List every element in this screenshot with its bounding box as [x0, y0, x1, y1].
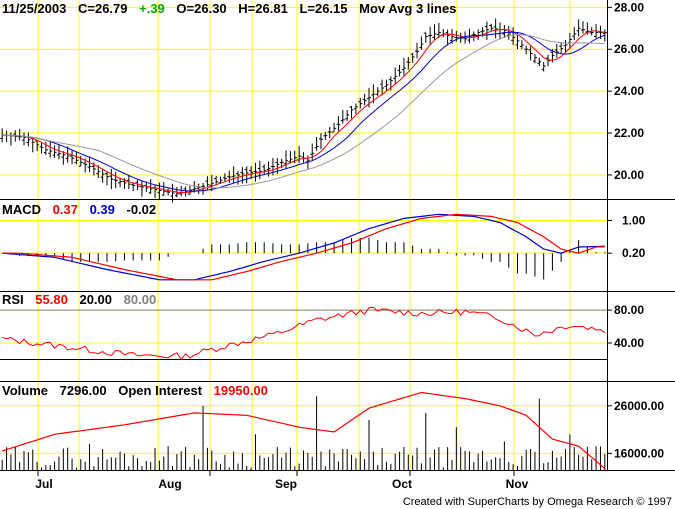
macd-value-1: 0.37 — [53, 202, 78, 217]
rsi-tick-label: 40.00 — [614, 336, 644, 350]
month-label: Oct — [392, 477, 412, 491]
header-legend: 11/25/2003 C=26.79 +.39 O=26.30 H=26.81 … — [2, 1, 456, 16]
moving-average-line — [2, 34, 605, 189]
header-change: +.39 — [139, 1, 165, 16]
rsi-label: RSI — [2, 292, 24, 307]
rsi-value-1: 55.80 — [35, 292, 68, 307]
price-tick-label: 22.00 — [614, 126, 644, 140]
rsi-value-3: 80.00 — [124, 292, 157, 307]
macd-line — [2, 213, 605, 281]
header-open: O=26.30 — [176, 1, 226, 16]
price-tick-label: 20.00 — [614, 168, 644, 182]
volume-tick-label: 26000.00 — [614, 399, 664, 413]
month-label: Aug — [158, 477, 181, 491]
price-tick-label: 24.00 — [614, 84, 644, 98]
volume-legend: Volume 7296.00 Open Interest 19950.00 — [2, 383, 268, 398]
header-high: H=26.81 — [238, 1, 288, 16]
month-label: Jul — [35, 477, 52, 491]
credit-text: Created with SuperCharts by Omega Resear… — [403, 496, 672, 508]
price-bars — [0, 18, 607, 203]
header-date: 11/25/2003 — [2, 1, 66, 16]
open-interest-line — [2, 391, 606, 470]
price-tick-label: 28.00 — [614, 0, 644, 14]
macd-tick-label: 0.20 — [622, 246, 646, 260]
macd-label: MACD — [2, 202, 41, 217]
macd-value-3: -0.02 — [127, 202, 157, 217]
volume-tick-label: 16000.00 — [614, 446, 664, 460]
month-label: Nov — [506, 477, 529, 491]
macd-tick-label: 1.00 — [622, 213, 646, 227]
macd-legend: MACD 0.37 0.39 -0.02 — [2, 202, 156, 217]
moving-average-line — [2, 28, 605, 194]
volume-bars — [1, 396, 606, 470]
open-interest-value: 19950.00 — [214, 383, 268, 398]
volume-label: Volume — [2, 383, 48, 398]
rsi-legend: RSI 55.80 20.00 80.00 — [2, 292, 156, 307]
volume-value: 7296.00 — [60, 383, 107, 398]
rsi-value-2: 20.00 — [79, 292, 112, 307]
plot-content: 28.00 26.00 24.00 22.00 20.00 Jul Aug Sep Oct Nov… — [0, 0, 675, 491]
moving-average-line — [2, 31, 605, 192]
grid — [0, 0, 607, 470]
header-close: C=26.79 — [78, 1, 128, 16]
header-indicator: Mov Avg 3 lines — [359, 1, 456, 16]
signal-line — [2, 213, 605, 281]
header-low: L=26.15 — [299, 1, 347, 16]
rsi-tick-label: 80.00 — [614, 303, 644, 317]
macd-value-2: 0.39 — [90, 202, 115, 217]
rsi-line — [2, 306, 606, 361]
open-interest-label: Open Interest — [118, 383, 202, 398]
month-label: Sep — [275, 477, 297, 491]
price-tick-label: 26.00 — [614, 42, 644, 56]
